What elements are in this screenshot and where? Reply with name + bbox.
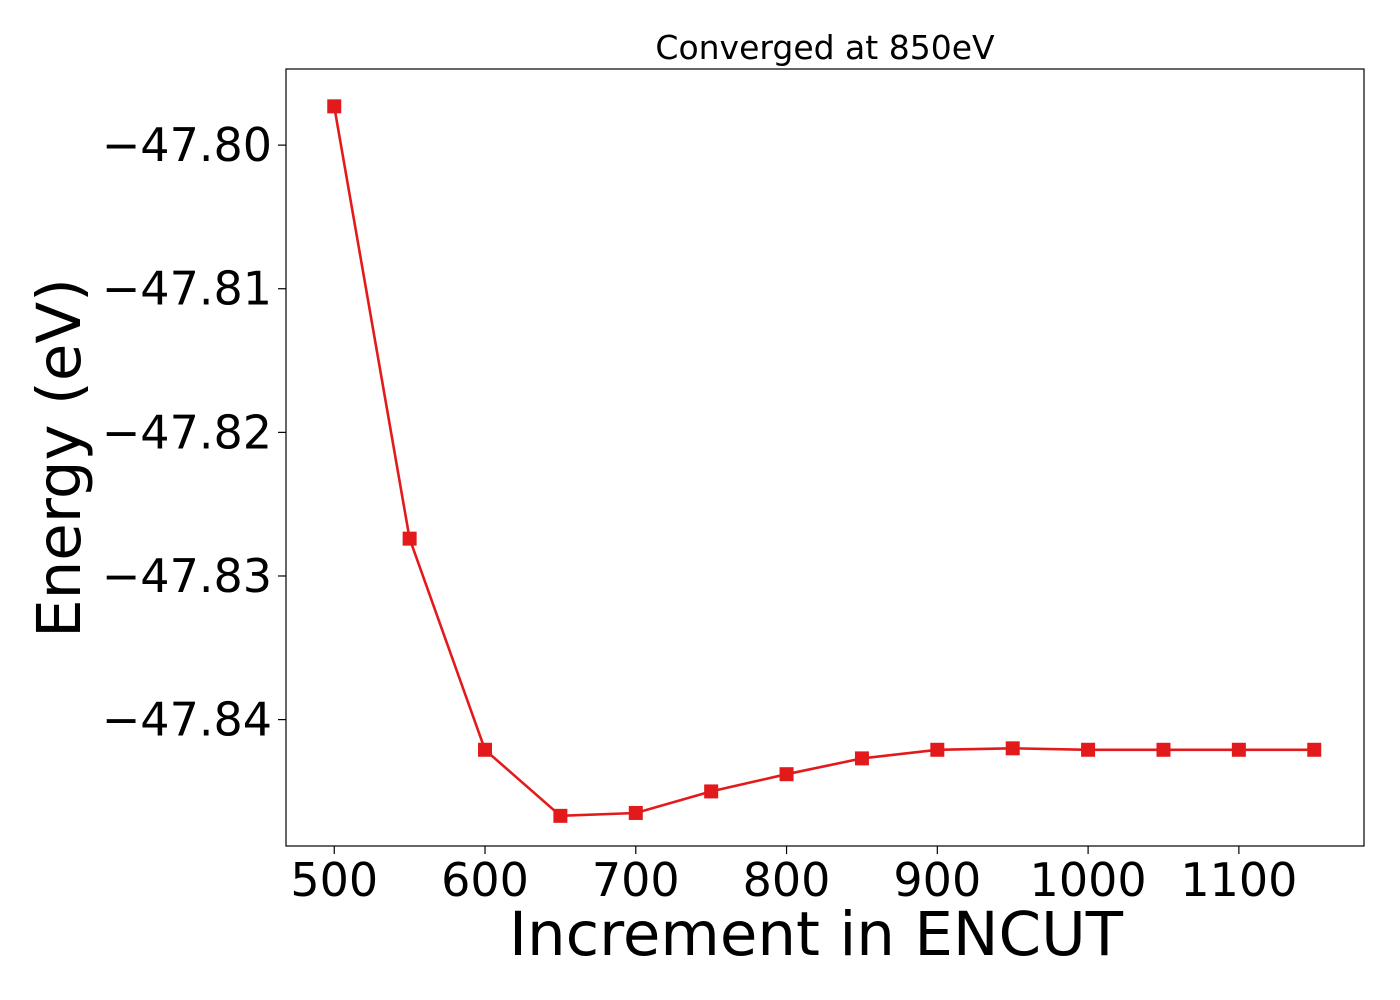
x-tick-label: 800 xyxy=(743,853,831,907)
y-axis-label: Energy (eV) xyxy=(24,278,95,638)
data-point xyxy=(327,99,342,114)
y-tick-label: −47.80 xyxy=(102,118,272,172)
data-point xyxy=(779,767,794,782)
data-point xyxy=(478,742,493,757)
y-tick-label: −47.83 xyxy=(102,549,272,603)
data-point xyxy=(628,805,643,820)
data-point xyxy=(1005,741,1020,756)
x-axis-label: Increment in ENCUT xyxy=(509,899,1124,970)
data-point xyxy=(930,742,945,757)
data-point xyxy=(1081,742,1096,757)
y-tick-label: −47.81 xyxy=(102,262,272,316)
x-tick-label: 900 xyxy=(893,853,981,907)
y-tick-label: −47.82 xyxy=(102,405,272,459)
data-point xyxy=(1156,742,1171,757)
data-point xyxy=(553,808,568,823)
x-tick-label: 1000 xyxy=(1030,853,1147,907)
plot-area xyxy=(327,99,1322,823)
data-point xyxy=(704,784,719,799)
data-point xyxy=(1231,742,1246,757)
x-axis: 500 600 700 800 900 1000 1100 xyxy=(290,846,1297,907)
y-axis: −47.80 −47.81 −47.82 −47.83 −47.84 xyxy=(102,118,286,747)
chart-title: Converged at 850eV xyxy=(655,28,995,67)
plot-frame xyxy=(285,68,1365,847)
x-tick-label: 600 xyxy=(441,853,529,907)
data-point xyxy=(854,751,869,766)
y-tick-label: −47.84 xyxy=(102,693,272,747)
data-point xyxy=(402,531,417,546)
x-tick-label: 500 xyxy=(290,853,378,907)
x-tick-label: 700 xyxy=(592,853,680,907)
x-tick-label: 1100 xyxy=(1180,853,1297,907)
series-line xyxy=(332,106,1315,818)
data-point xyxy=(1307,742,1322,757)
